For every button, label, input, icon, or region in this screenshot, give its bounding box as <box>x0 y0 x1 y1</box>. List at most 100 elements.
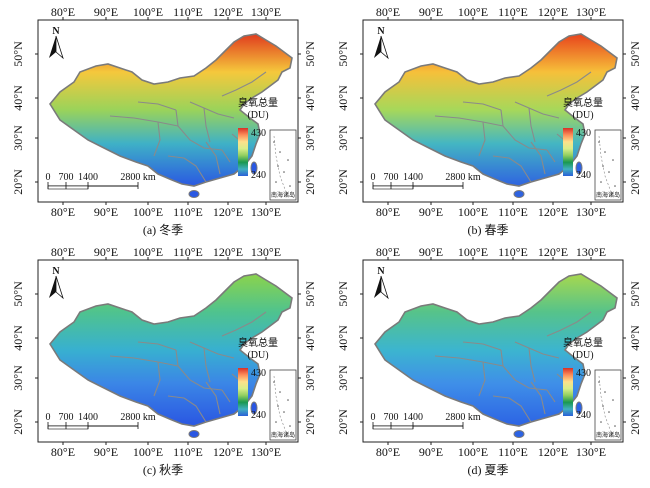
inset-label: 南海诸岛 <box>271 191 295 199</box>
legend-unit: (DU) <box>572 350 593 361</box>
scale-bar-label: 700 <box>59 172 74 183</box>
province-boundary <box>175 349 179 367</box>
latitude-tick-label: 40°N <box>303 85 317 111</box>
map-panel-1: 80°E 80°E 90°E 90°E 100°E 100°E 110°E 110°E 120°… <box>8 5 318 237</box>
latitude-tick-label: 20°N <box>628 409 642 435</box>
scale-bar-label: 2800 km <box>120 412 156 423</box>
longitude-tick-label: 100°E <box>133 245 163 259</box>
longitude-tick-label: 110°E <box>498 445 528 459</box>
south-china-sea-inset: 南海诸岛 <box>269 129 297 201</box>
north-arrow-icon: N <box>49 26 64 60</box>
province-boundary <box>530 381 546 415</box>
province-boundary <box>221 389 231 403</box>
province-boundary <box>175 109 179 127</box>
province-boundary <box>528 347 536 383</box>
longitude-tick-label: 130°E <box>251 245 281 259</box>
longitude-tick-label: 120°E <box>538 5 568 19</box>
province-boundary <box>508 397 532 423</box>
longitude-tick-label: 80°E <box>51 205 75 219</box>
china-map-shape <box>374 273 618 427</box>
longitude-tick-label: 80°E <box>51 5 75 19</box>
latitude-tick-label: 50°N <box>336 281 350 307</box>
province-boundary <box>502 125 548 151</box>
longitude-tick-label: 120°E <box>213 445 243 459</box>
province-boundary <box>189 341 235 359</box>
province-boundary <box>137 341 177 351</box>
province-boundary <box>492 395 510 399</box>
longitude-tick-label: 90°E <box>94 445 118 459</box>
north-label: N <box>377 26 385 37</box>
province-boundary <box>514 341 560 359</box>
hainan-island <box>513 430 525 438</box>
latitude-tick-label: 30°N <box>336 125 350 151</box>
latitude-tick-label: 40°N <box>336 85 350 111</box>
longitude-tick-label: 130°E <box>251 445 281 459</box>
province-boundary <box>221 71 267 97</box>
ozone-map: 80°E 80°E 90°E 90°E 100°E 100°E 110°E 110°E 120°… <box>11 5 317 219</box>
map-panel-2: 80°E 80°E 90°E 90°E 100°E 100°E 110°E 110°E 120°… <box>333 5 643 237</box>
north-arrow-icon: N <box>49 266 64 300</box>
province-boundary <box>205 141 221 175</box>
province-boundary <box>514 101 560 119</box>
north-label: N <box>52 26 60 37</box>
scale-bar: 0 700 1400 2800 km <box>371 412 481 430</box>
scale-bar-label: 2800 km <box>445 412 481 423</box>
longitude-tick-label: 80°E <box>376 245 400 259</box>
latitude-tick-label: 40°N <box>628 85 642 111</box>
scale-bar: 0 700 1400 2800 km <box>46 172 156 190</box>
north-label: N <box>52 266 60 277</box>
scale-bar-label: 1400 <box>78 172 98 183</box>
ozone-map: 80°E 80°E 90°E 90°E 100°E 100°E 110°E 110°E 120°… <box>336 5 642 219</box>
longitude-tick-label: 100°E <box>133 5 163 19</box>
longitude-tick-label: 130°E <box>576 245 606 259</box>
latitude-tick-label: 50°N <box>11 281 25 307</box>
ozone-map: 80°E 80°E 90°E 90°E 100°E 100°E 110°E 110°E 120°… <box>11 245 317 459</box>
latitude-tick-label: 20°N <box>303 409 317 435</box>
legend-color-bar <box>238 368 248 416</box>
longitude-tick-label: 130°E <box>576 445 606 459</box>
longitude-tick-label: 90°E <box>94 205 118 219</box>
legend-max: 430 <box>576 128 591 139</box>
province-boundary <box>478 361 486 397</box>
longitude-tick-label: 120°E <box>538 245 568 259</box>
province-boundary <box>546 71 592 97</box>
province-boundary <box>221 149 231 163</box>
longitude-tick-label: 110°E <box>173 205 203 219</box>
legend-unit: (DU) <box>572 110 593 121</box>
map-panel-4: 80°E 80°E 90°E 90°E 100°E 100°E 110°E 110°E 120°… <box>333 245 643 477</box>
panel-caption: (d) 夏季 <box>467 463 509 477</box>
longitude-tick-label: 100°E <box>458 245 488 259</box>
province-boundary <box>508 157 532 183</box>
scale-bar-label: 2800 km <box>445 172 481 183</box>
latitude-tick-label: 50°N <box>628 41 642 67</box>
latitude-tick-label: 30°N <box>628 125 642 151</box>
china-map-shape <box>49 273 293 427</box>
legend-max: 430 <box>251 368 266 379</box>
longitude-tick-label: 80°E <box>376 5 400 19</box>
hainan-island <box>513 190 525 198</box>
province-boundary <box>153 361 161 397</box>
south-china-sea-inset: 南海诸岛 <box>269 369 297 441</box>
latitude-tick-label: 20°N <box>336 409 350 435</box>
longitude-tick-label: 90°E <box>94 245 118 259</box>
taiwan-island <box>250 401 258 415</box>
longitude-tick-label: 80°E <box>51 245 75 259</box>
longitude-tick-label: 80°E <box>376 445 400 459</box>
legend-max: 430 <box>251 128 266 139</box>
latitude-tick-label: 20°N <box>11 169 25 195</box>
legend-unit: (DU) <box>247 350 268 361</box>
scale-bar-label: 1400 <box>78 412 98 423</box>
inset-label: 南海诸岛 <box>596 431 620 439</box>
scale-bar-label: 0 <box>46 412 51 423</box>
province-boundary <box>137 101 177 111</box>
longitude-tick-label: 110°E <box>173 5 203 19</box>
province-boundary <box>478 121 486 157</box>
south-china-sea-inset: 南海诸岛 <box>594 369 622 441</box>
longitude-tick-label: 90°E <box>419 5 443 19</box>
province-boundary <box>221 311 267 337</box>
hainan-island <box>188 190 200 198</box>
province-boundary <box>546 149 556 163</box>
legend: 臭氧总量(DU) 430 240 <box>563 96 603 181</box>
province-boundary <box>546 389 556 403</box>
province-boundary <box>528 107 536 143</box>
